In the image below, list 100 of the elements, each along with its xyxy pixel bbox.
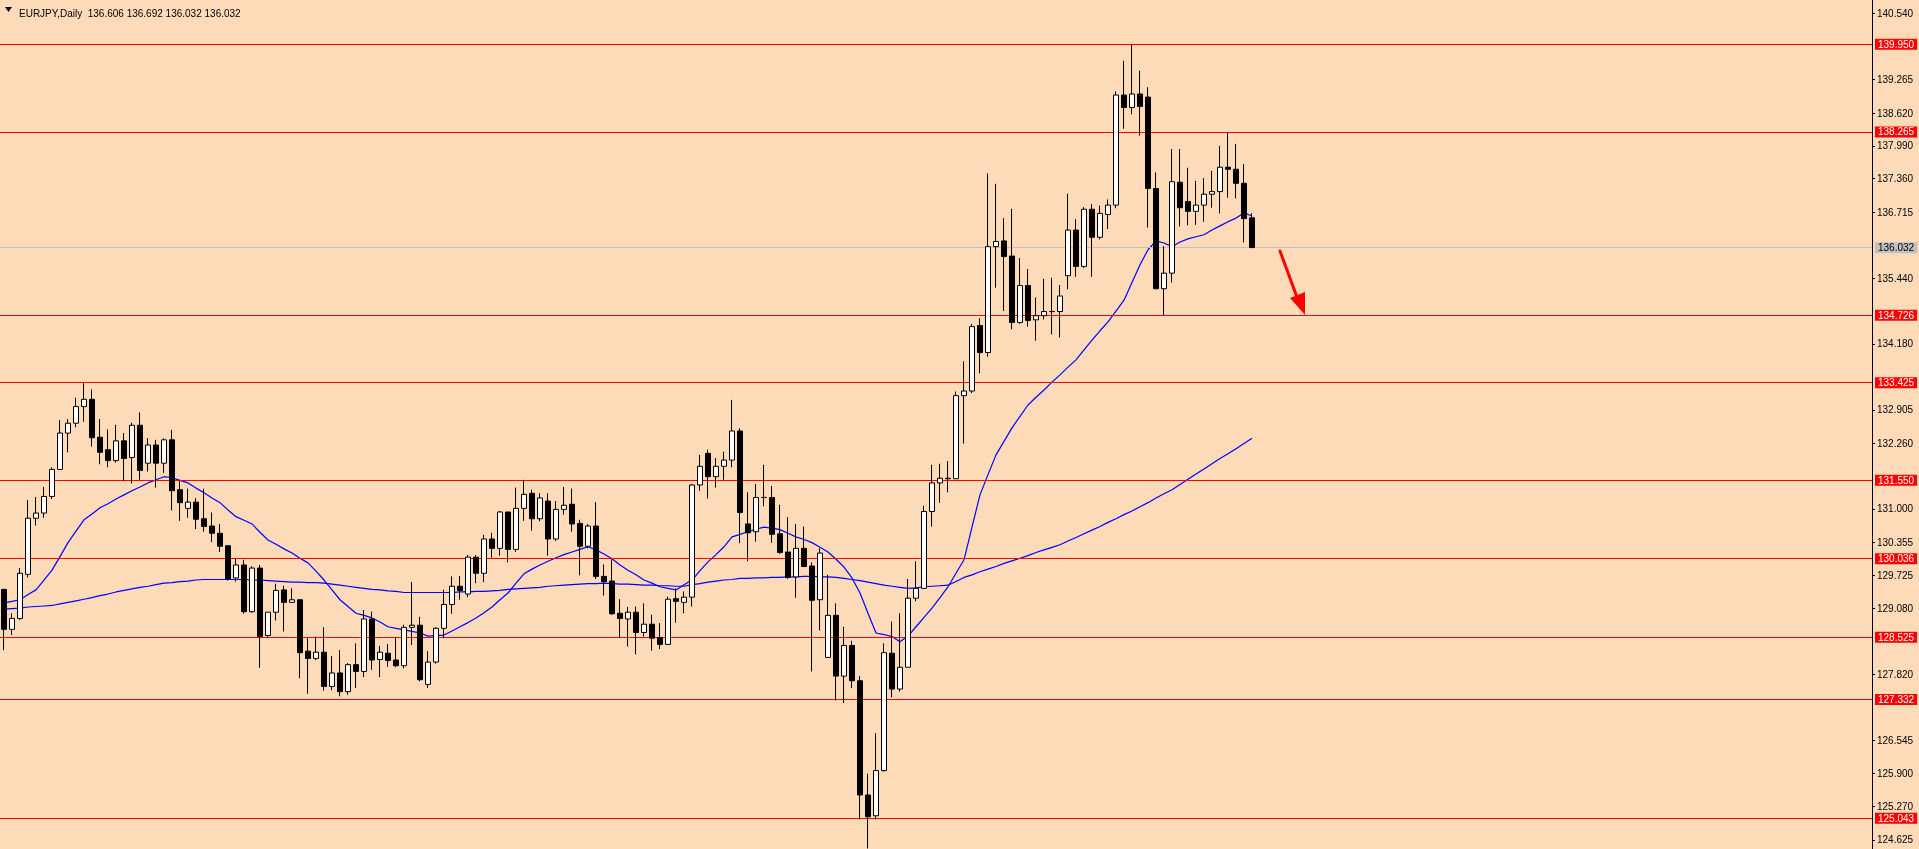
candlestick (1233, 143, 1239, 199)
candlestick (177, 480, 183, 522)
candlestick (1177, 148, 1183, 227)
candlestick (161, 437, 167, 474)
candlestick (1121, 60, 1127, 130)
candlestick (441, 589, 447, 639)
candlestick (265, 611, 271, 639)
candlestick (1209, 170, 1215, 209)
candlestick (465, 554, 471, 598)
candlestick (249, 565, 255, 614)
candlestick (361, 609, 367, 678)
candlestick (857, 675, 863, 820)
candlestick (897, 612, 903, 693)
candlestick (121, 432, 127, 482)
candlestick (1065, 193, 1071, 290)
y-tick-label: 136.715 (1877, 206, 1914, 218)
y-tick-label: 129.725 (1877, 569, 1914, 581)
candlestick (1217, 145, 1223, 214)
candlestick (841, 626, 847, 704)
candlestick (1153, 171, 1159, 290)
candlestick (65, 418, 71, 453)
candlestick (257, 564, 263, 669)
y-tick-label: 131.000 (1877, 503, 1914, 515)
y-tick-label: 138.620 (1877, 107, 1914, 119)
candlestick (801, 526, 807, 568)
candlestick (369, 611, 375, 671)
candlestick (25, 499, 31, 578)
ref-line-label: 139.950 (1878, 38, 1915, 50)
candlestick (1113, 90, 1119, 209)
candlestick (1017, 257, 1023, 325)
candlestick (873, 732, 879, 820)
candlestick (753, 483, 759, 543)
candlestick (1049, 277, 1055, 335)
candlestick (745, 491, 751, 562)
candlestick (313, 636, 319, 661)
candlestick (73, 397, 79, 428)
candlestick (993, 183, 999, 289)
candlestick (1169, 148, 1175, 283)
candlestick (1201, 177, 1207, 223)
candlestick (521, 479, 527, 522)
candlestick (497, 510, 503, 557)
candlestick (513, 487, 519, 553)
candlestick (1009, 208, 1015, 330)
candlestick (945, 460, 951, 493)
candlestick (905, 578, 911, 668)
candlestick (105, 428, 111, 468)
candlestick (1241, 163, 1247, 243)
candlestick (681, 590, 687, 614)
candlestick (169, 429, 175, 511)
candlestick (209, 512, 215, 543)
candlestick (569, 488, 575, 533)
text: EURJPY,Daily 136.606 136.692 136.032 136.032 (19, 7, 242, 19)
candlestick (1097, 205, 1103, 240)
y-tick-label: 137.990 (1877, 140, 1914, 152)
candlestick (769, 485, 775, 544)
candlestick (1089, 203, 1095, 278)
candlestick (377, 645, 383, 678)
candlestick (817, 547, 823, 631)
y-tick-label: 132.260 (1877, 437, 1914, 449)
ref-line-label: 131.550 (1878, 474, 1915, 486)
candlestick (705, 449, 711, 499)
candlestick (737, 427, 743, 544)
candlestick (657, 622, 663, 650)
candlestick (505, 511, 511, 563)
candlestick (721, 451, 727, 481)
y-tick-label: 125.900 (1877, 768, 1914, 780)
candlestick (665, 596, 671, 645)
candlestick (929, 464, 935, 528)
candlestick (185, 488, 191, 519)
candlestick (865, 773, 871, 849)
candlestick (1129, 43, 1135, 115)
candlestick (921, 505, 927, 589)
candlestick (689, 483, 695, 607)
candlestick (433, 626, 439, 665)
candlestick (985, 172, 991, 358)
y-tick-label: 134.180 (1877, 338, 1914, 350)
candlestick (113, 424, 119, 464)
y-tick-label: 130.355 (1877, 536, 1914, 548)
candlestick (1249, 212, 1255, 249)
y-tick-label: 139.265 (1877, 74, 1914, 86)
candlestick (241, 559, 247, 615)
y-tick-label: 137.360 (1877, 173, 1914, 185)
ref-line-label: 130.036 (1878, 553, 1915, 565)
candlestick (1041, 278, 1047, 320)
candlestick (593, 501, 599, 580)
ref-line-label: 136.032 (1878, 242, 1915, 254)
candlestick (977, 317, 983, 374)
ref-line-label: 125.043 (1878, 812, 1915, 824)
y-tick-label: 132.905 (1877, 404, 1914, 416)
candlestick (417, 616, 423, 682)
candlestick (337, 649, 343, 697)
y-tick-label: 124.625 (1877, 834, 1914, 846)
ref-line-label: 128.525 (1878, 631, 1915, 643)
candlestick (289, 587, 295, 603)
candlestick (961, 360, 967, 444)
candlestick (481, 534, 487, 583)
candlestick (713, 457, 719, 489)
candlestick (1185, 167, 1191, 226)
candlestick (1001, 217, 1007, 312)
candlestick (1057, 284, 1063, 339)
